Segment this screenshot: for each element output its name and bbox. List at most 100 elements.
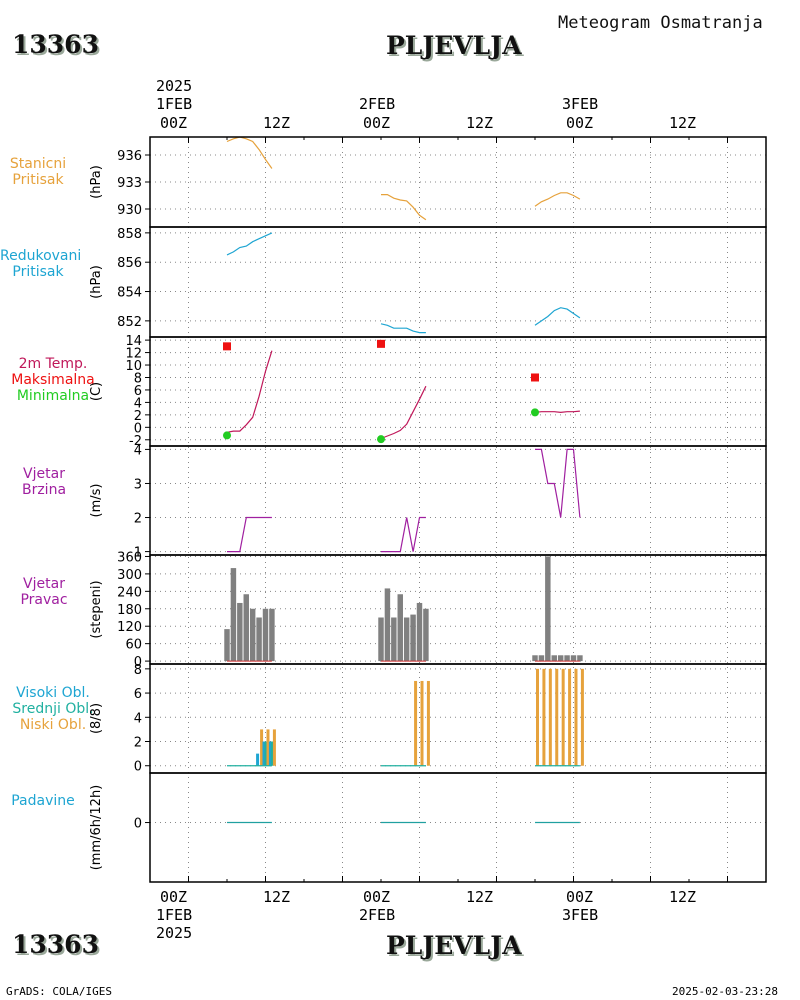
- y-tick-label: 852: [117, 315, 142, 330]
- label-wind-direction: Vjetar Pravac: [0, 576, 88, 608]
- y-tick-label: 60: [125, 638, 142, 653]
- label-wind-direction-line2: Pravac: [20, 592, 68, 608]
- reduced-pressure-line: [380, 323, 426, 334]
- hour-label-top-4: 12Z: [466, 114, 494, 132]
- wind-direction-bar: [384, 588, 391, 662]
- low-cloud-bar: [568, 668, 572, 766]
- y-tick-label: 936: [117, 149, 142, 164]
- wind-speed-line: [381, 516, 426, 553]
- y-tick-label: 8: [134, 663, 142, 678]
- y-tick-label: 360: [117, 550, 142, 565]
- label-wind-speed-line2: Brzina: [21, 482, 67, 498]
- low-cloud-bar: [555, 668, 559, 766]
- wind-direction-bar: [538, 655, 545, 662]
- label-station-pressure-line1: Stanicni: [9, 156, 67, 172]
- low-cloud-bar: [272, 729, 276, 766]
- low-cloud-bar: [260, 729, 264, 766]
- label-clouds-line2: Srednji Obl.: [12, 701, 94, 717]
- unit-label-reduced_pressure: (hPa): [89, 265, 104, 299]
- y-tick-label: 3: [134, 477, 142, 492]
- temperature-line: [380, 385, 427, 440]
- y-tick-label: 2: [134, 512, 142, 527]
- wind-speed-line: [535, 448, 581, 518]
- high-cloud-bar: [262, 741, 266, 766]
- temperature-line: [534, 410, 580, 414]
- label-temp-line1: 2m Temp.: [18, 356, 88, 372]
- hour-label-bottom-2: 12Z: [263, 888, 291, 906]
- tmax-marker: [223, 342, 231, 351]
- panel-frame-reduced_pressure: [149, 226, 767, 338]
- hour-label-bottom-4: 12Z: [466, 888, 494, 906]
- y-tick-label: 2: [134, 736, 142, 751]
- y-tick-label: 14: [125, 334, 142, 349]
- wind-direction-bar: [557, 655, 564, 662]
- temperature-line: [226, 350, 273, 433]
- low-cloud-bar: [414, 680, 418, 766]
- wind-direction-bar: [551, 655, 557, 662]
- label-station-pressure: Stanicni Pritisak: [0, 156, 76, 188]
- label-clouds: Visoki Obl. Srednji Obl. Niski Obl.: [0, 685, 106, 733]
- tmax-marker: [377, 339, 385, 348]
- y-tick-label: -2: [129, 434, 142, 449]
- tmin-marker: [377, 435, 385, 444]
- day-label-bottom-2: 2FEB: [359, 906, 396, 924]
- station-id-bottom: 13363: [12, 930, 99, 959]
- hour-label-bottom-5: 00Z: [566, 888, 594, 906]
- y-tick-label: 0: [134, 817, 142, 832]
- hour-label-top-5: 00Z: [566, 114, 594, 132]
- unit-label-temperature: (C): [89, 382, 104, 401]
- station-id-top: 13363: [12, 30, 99, 59]
- unit-label-precip: (mm/6h/12h): [89, 785, 104, 871]
- low-cloud-bar: [536, 668, 539, 766]
- station-name-bottom: PLJEVLJA: [386, 931, 522, 960]
- station-name-top: PLJEVLJA: [386, 31, 522, 60]
- y-tick-label: 8: [134, 371, 142, 386]
- hour-label-bottom-3: 00Z: [363, 888, 391, 906]
- wind-direction-bar: [532, 655, 538, 662]
- station-pressure-line: [381, 194, 427, 221]
- label-reduced-pressure: Redukovani Pritisak: [0, 248, 82, 280]
- label-wind-speed: Vjetar Brzina: [0, 466, 88, 498]
- hour-label-bottom-1: 00Z: [160, 888, 188, 906]
- low-cloud-bar: [426, 680, 430, 766]
- y-tick-label: 4: [134, 443, 142, 458]
- y-tick-label: 2: [134, 409, 142, 424]
- hour-label-top-3: 00Z: [363, 114, 391, 132]
- label-reduced-pressure-line1: Redukovani: [0, 248, 82, 264]
- label-wind-speed-line1: Vjetar: [23, 466, 65, 482]
- low-cloud-bar: [420, 680, 424, 766]
- low-cloud-bar: [542, 668, 546, 766]
- day-label-bottom-3: 3FEB: [562, 906, 599, 924]
- unit-label-clouds: (8/8): [89, 703, 104, 734]
- y-tick-label: 6: [134, 687, 142, 702]
- wind-direction-bar: [570, 655, 577, 662]
- low-cloud-bar: [574, 668, 578, 766]
- wind-direction-bar: [391, 617, 397, 662]
- hour-label-top-1: 00Z: [160, 114, 188, 132]
- label-wind-direction-line1: Vjetar: [23, 576, 65, 592]
- hour-label-bottom-6: 12Z: [669, 888, 697, 906]
- panel-frame-temperature: [149, 336, 767, 447]
- wind-direction-bar: [577, 655, 583, 662]
- reduced-pressure-line: [226, 232, 273, 256]
- day-label-top-1: 1FEB: [156, 95, 193, 113]
- wind-direction-bar: [545, 556, 551, 662]
- year-label-top: 2025: [156, 77, 193, 95]
- unit-label-wind_speed: (m/s): [89, 484, 104, 518]
- y-tick-label: 856: [117, 256, 142, 271]
- tmax-marker: [531, 373, 539, 382]
- wind-speed-line: [227, 516, 272, 553]
- y-tick-label: 12: [125, 347, 142, 362]
- day-label-top-2: 2FEB: [359, 95, 396, 113]
- wind-direction-bar: [564, 655, 570, 662]
- wind-direction-bar: [262, 608, 269, 662]
- hour-label-top-6: 12Z: [669, 114, 697, 132]
- hour-label-top-2: 12Z: [263, 114, 291, 132]
- low-cloud-bar: [580, 668, 584, 766]
- label-temp-line2: Maksimalna: [11, 372, 95, 388]
- low-cloud-bar: [548, 668, 552, 766]
- label-clouds-line3: Niski Obl.: [19, 717, 87, 733]
- tmin-marker: [223, 431, 231, 440]
- y-tick-label: 4: [134, 711, 142, 726]
